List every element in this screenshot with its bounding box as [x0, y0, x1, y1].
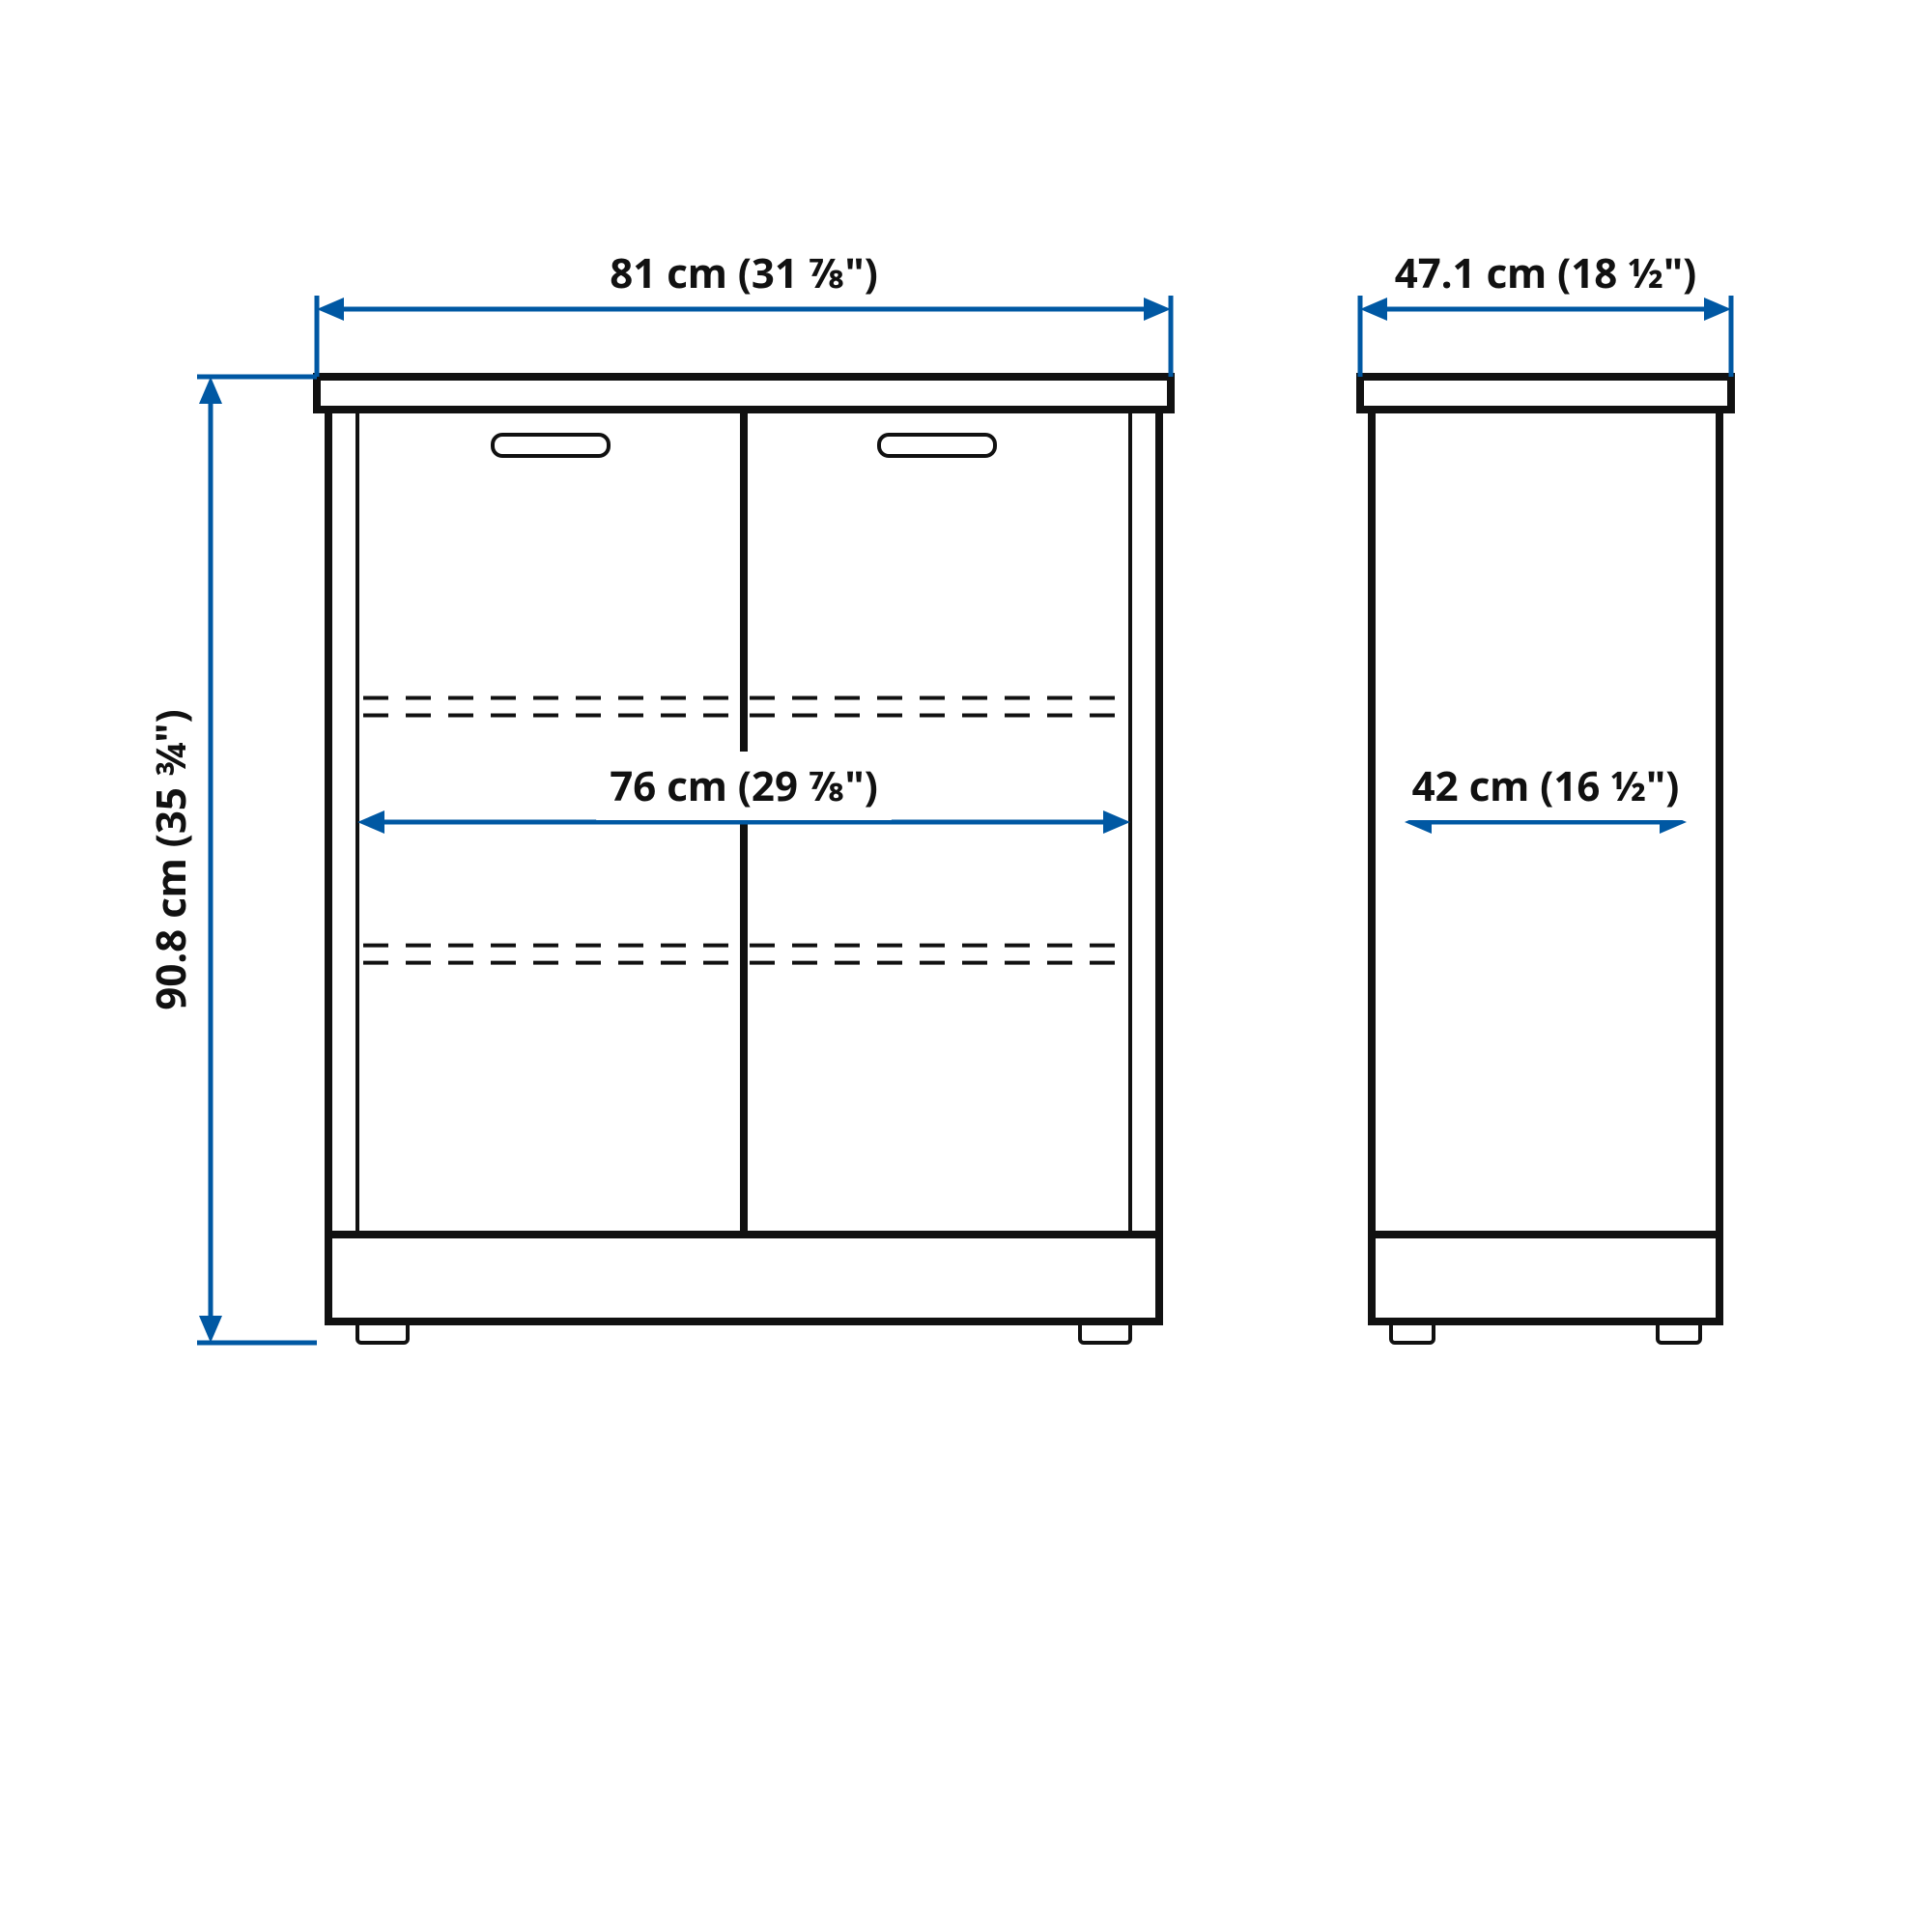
dim-depth-outer: 47.1 cm (18 ½"): [1395, 245, 1697, 300]
side-view: [1360, 377, 1731, 1343]
front-view: [317, 377, 1171, 1343]
dim-width-outer: 81 cm (31 ⅞"): [610, 245, 878, 300]
dim-height: 90.8 cm (35 ¾"): [143, 709, 198, 1009]
dimension-drawing: 81 cm (31 ⅞") 76 cm (29 ⅞") 90.8 cm (35 ¾"…: [0, 0, 1932, 1932]
dim-width-inner: 76 cm (29 ⅞"): [610, 758, 878, 813]
dim-depth-inner: 42 cm (16 ½"): [1412, 758, 1680, 813]
